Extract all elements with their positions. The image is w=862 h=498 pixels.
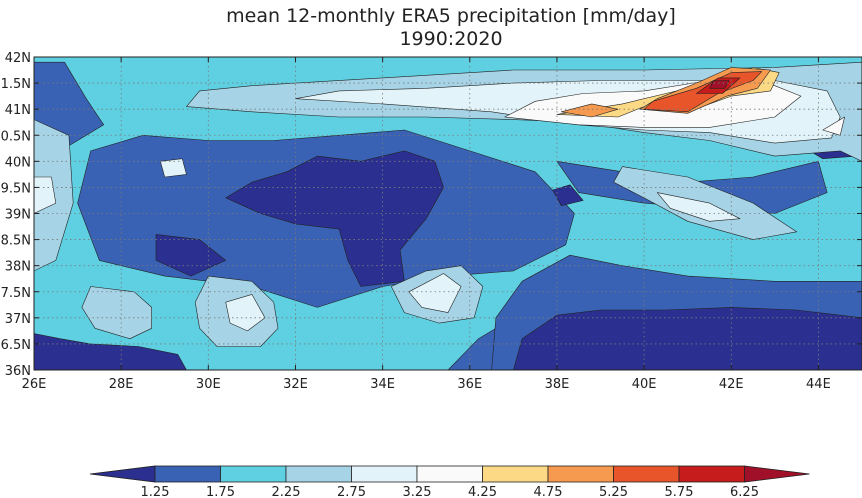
y-tick-label-9: 40.5N <box>0 129 31 144</box>
colorbar: 1.25 1.75 2.25 2.75 3.25 4.25 4.75 5.25 5.75 6.25 <box>89 465 810 498</box>
contour-patch-20 <box>225 294 266 332</box>
y-tick-label-1: 36.5N <box>0 338 31 353</box>
y-tick-label-0: 36N <box>5 364 31 379</box>
contour-patch-12 <box>81 286 152 339</box>
y-tick-label-10: 41N <box>5 103 31 118</box>
colorbar-box-6 <box>547 465 614 483</box>
contour-patch-30 <box>709 80 730 89</box>
colorbar-box-1 <box>220 465 287 483</box>
colorbar-label-3: 2.75 <box>337 485 366 498</box>
contour-patch-26 <box>561 103 619 118</box>
contour-patch-24 <box>822 116 845 136</box>
contour-patch-19 <box>408 273 462 313</box>
contour-patch-6 <box>155 234 226 277</box>
colorbar-box-8 <box>678 465 745 483</box>
x-tick-label-4: 34E <box>370 377 395 392</box>
chart-title: mean 12-monthly ERA5 precipitation [mm/d… <box>226 5 676 27</box>
x-tick-label-3: 32E <box>283 377 308 392</box>
axis-ticks: 26E 28E 30E 32E 34E 36E 38E 40E 42E 44E 36N 36.5N 37… <box>0 51 862 392</box>
y-tick-label-12: 42N <box>5 51 31 66</box>
colorbar-box-3 <box>351 465 418 483</box>
y-tick-label-4: 38N <box>5 260 31 275</box>
y-tick-label-6: 39N <box>5 208 31 223</box>
y-tick-label-2: 37N <box>5 312 31 327</box>
contour-patch-3 <box>34 61 104 146</box>
y-tick-label-3: 37.5N <box>0 286 31 301</box>
colorbar-label-8: 5.75 <box>665 485 694 498</box>
contour-patch-9 <box>552 184 584 206</box>
colorbar-label-7: 5.25 <box>599 485 628 498</box>
y-tick-label-8: 40N <box>5 155 31 170</box>
colorbar-arrow-low <box>89 465 156 483</box>
y-tick-label-11: 41.5N <box>0 77 31 92</box>
x-tick-label-9: 44E <box>806 377 831 392</box>
colorbar-label-4: 3.25 <box>403 485 432 498</box>
x-tick-label-2: 30E <box>196 377 221 392</box>
contour-patch-22 <box>34 176 57 214</box>
colorbar-box-4 <box>416 465 483 483</box>
colorbar-arrow-high <box>744 465 810 483</box>
x-tick-label-5: 36E <box>457 377 482 392</box>
colorbar-label-1: 1.75 <box>206 485 235 498</box>
x-tick-label-0: 26E <box>22 377 47 392</box>
colorbar-box-5 <box>482 465 549 483</box>
x-tick-label-7: 40E <box>632 377 657 392</box>
contour-patch-7 <box>225 150 444 287</box>
colorbar-box-0 <box>154 465 221 483</box>
colorbar-box-2 <box>285 465 352 483</box>
contour-patch-5 <box>34 333 187 370</box>
x-tick-label-8: 42E <box>719 377 744 392</box>
colorbar-box-7 <box>613 465 680 483</box>
colorbar-label-0: 1.25 <box>141 485 170 498</box>
x-tick-label-6: 38E <box>545 377 570 392</box>
colorbar-label-6: 4.75 <box>534 485 563 498</box>
colorbar-label-2: 2.25 <box>272 485 301 498</box>
colorbar-label-9: 6.25 <box>730 485 759 498</box>
grid-lines <box>34 57 862 370</box>
contour-patch-18 <box>656 192 741 222</box>
x-tick-label-1: 28E <box>109 377 134 392</box>
colorbar-label-5: 4.25 <box>468 485 497 498</box>
chart-subtitle: 1990:2020 <box>399 28 502 50</box>
y-tick-label-5: 38.5N <box>0 234 31 249</box>
y-tick-label-7: 39.5N <box>0 181 31 196</box>
contour-patch-21 <box>160 158 187 178</box>
contour-patch-8 <box>513 307 862 370</box>
